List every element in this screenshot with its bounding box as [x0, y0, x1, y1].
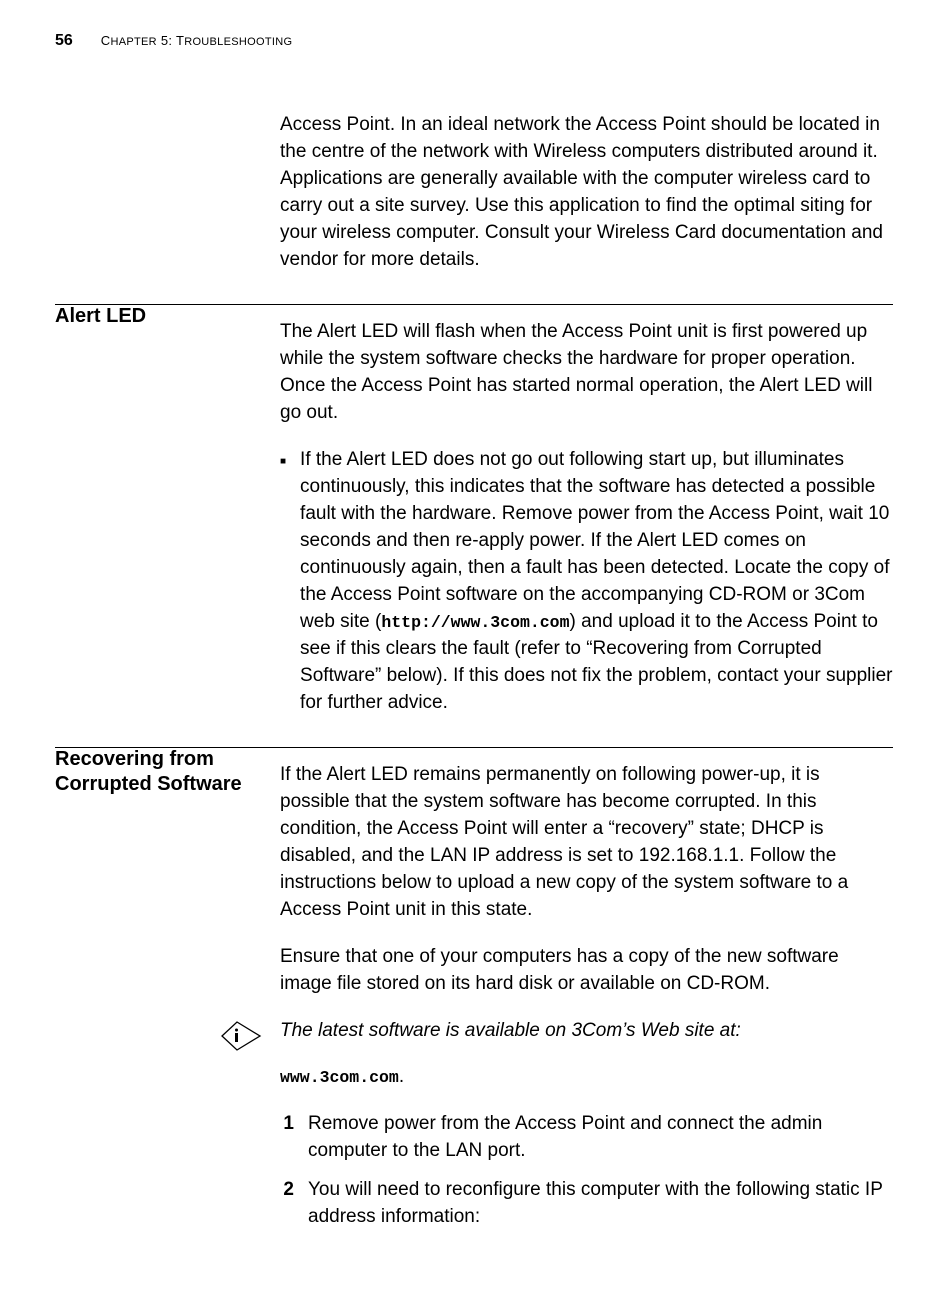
alert-led-bullet: ■ If the Alert LED does not go out follo… — [280, 447, 893, 717]
recovering-heading: Recovering from Corrupted Software — [55, 747, 255, 797]
chapter-title: CHAPTER 5: TROUBLESHOOTING — [101, 32, 293, 50]
note-url: www.3com.com — [280, 1068, 399, 1087]
url-text: http://www.3com.com — [381, 613, 569, 632]
alert-led-heading: Alert LED — [55, 304, 255, 329]
step-text: Remove power from the Access Point and c… — [308, 1111, 893, 1165]
recovering-para1: If the Alert LED remains permanently on … — [280, 762, 893, 924]
step-2: 2 You will need to reconfigure this comp… — [280, 1177, 893, 1231]
recovering-section: Recovering from Corrupted Software If th… — [280, 747, 893, 1232]
step-1: 1 Remove power from the Access Point and… — [280, 1111, 893, 1165]
note-url-line: www.3com.com. — [280, 1064, 893, 1091]
intro-section: Access Point. In an ideal network the Ac… — [280, 112, 893, 274]
alert-led-section: Alert LED The Alert LED will flash when … — [280, 304, 893, 717]
info-note: The latest software is available on 3Com… — [280, 1018, 893, 1092]
alert-led-para1: The Alert LED will flash when the Access… — [280, 319, 893, 427]
step-number: 1 — [280, 1111, 294, 1165]
bullet-marker: ■ — [280, 455, 286, 717]
note-italic-text: The latest software is available on 3Com… — [280, 1018, 893, 1045]
content-area: Access Point. In an ideal network the Ac… — [280, 112, 893, 1231]
recovering-para2: Ensure that one of your computers has a … — [280, 944, 893, 998]
step-number: 2 — [280, 1177, 294, 1231]
page-number: 56 — [55, 30, 73, 52]
page-header: 56 CHAPTER 5: TROUBLESHOOTING — [55, 30, 893, 52]
intro-paragraph: Access Point. In an ideal network the Ac… — [280, 112, 893, 274]
step-text: You will need to reconfigure this comput… — [308, 1177, 893, 1231]
info-icon — [220, 1020, 262, 1059]
bullet-text: If the Alert LED does not go out followi… — [300, 447, 893, 717]
